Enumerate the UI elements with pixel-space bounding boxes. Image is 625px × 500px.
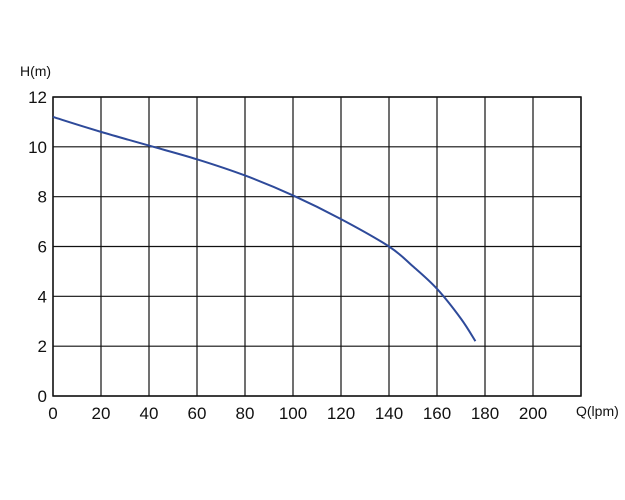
y-tick-label: 4 [38,287,47,306]
x-tick-label: 200 [519,404,547,423]
y-tick-label: 2 [38,337,47,356]
x-tick-label: 160 [423,404,451,423]
y-tick-labels: 0 2 4 6 8 10 12 [28,88,47,406]
plot-frame [52,96,582,397]
series-line-head-curve [52,115,477,342]
y-tick-label: 12 [28,88,47,107]
x-axis-label: Q(lpm) [576,403,619,419]
x-tick-labels: 0 20 40 60 80 100 120 140 160 180 200 [48,404,547,423]
x-tick-label: 40 [140,404,159,423]
x-tick-label: 20 [92,404,111,423]
y-tick-label: 6 [38,238,47,257]
y-tick-label: 8 [38,188,47,207]
x-tick-label: 0 [48,404,57,423]
y-tick-label: 0 [38,387,47,406]
y-tick-label: 10 [28,138,47,157]
y-axis-label: H(m) [20,63,51,79]
x-tick-label: 100 [279,404,307,423]
x-tick-label: 120 [327,404,355,423]
x-tick-label: 180 [471,404,499,423]
x-tick-label: 60 [188,404,207,423]
x-tick-label: 140 [375,404,403,423]
x-tick-label: 80 [236,404,255,423]
